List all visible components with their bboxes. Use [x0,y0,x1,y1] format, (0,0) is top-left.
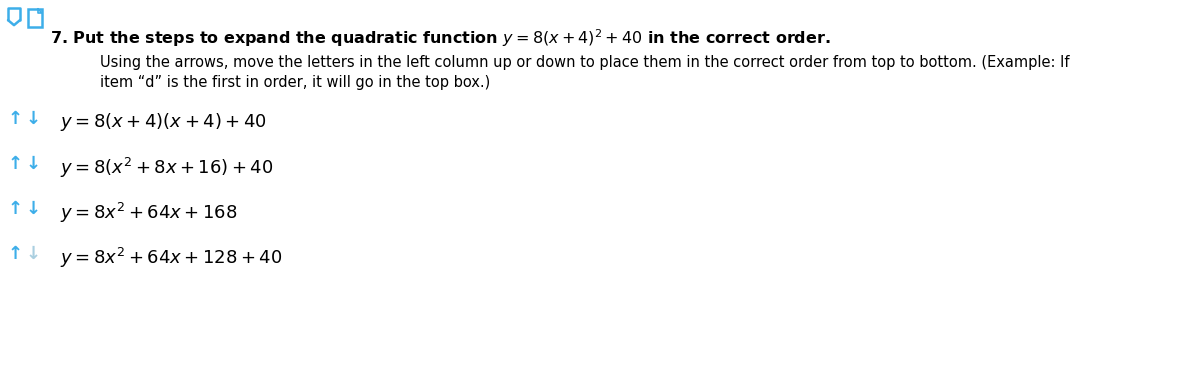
Text: ↓: ↓ [26,200,41,218]
Text: $y = 8(x^2 + 8x + 16) + 40$: $y = 8(x^2 + 8x + 16) + 40$ [60,156,274,180]
Text: $y = 8(x + 4)(x + 4) + 40$: $y = 8(x + 4)(x + 4) + 40$ [60,111,266,133]
Text: $y = 8x^2 + 64x + 168$: $y = 8x^2 + 64x + 168$ [60,201,238,225]
Text: ↑: ↑ [8,155,23,173]
Text: ↓: ↓ [26,110,41,128]
Text: ↓: ↓ [26,155,41,173]
Text: ↑: ↑ [8,110,23,128]
Text: Using the arrows, move the letters in the left column up or down to place them i: Using the arrows, move the letters in th… [100,55,1069,70]
Text: 7. Put the steps to expand the quadratic function $y = 8(x + 4)^2 + 40$ in the c: 7. Put the steps to expand the quadratic… [50,27,830,49]
Text: ↓: ↓ [26,245,41,263]
Text: ↑: ↑ [8,245,23,263]
Text: $y = 8x^2 + 64x + 128 + 40$: $y = 8x^2 + 64x + 128 + 40$ [60,246,282,270]
Text: ↑: ↑ [8,200,23,218]
Text: item “d” is the first in order, it will go in the top box.): item “d” is the first in order, it will … [100,75,491,90]
